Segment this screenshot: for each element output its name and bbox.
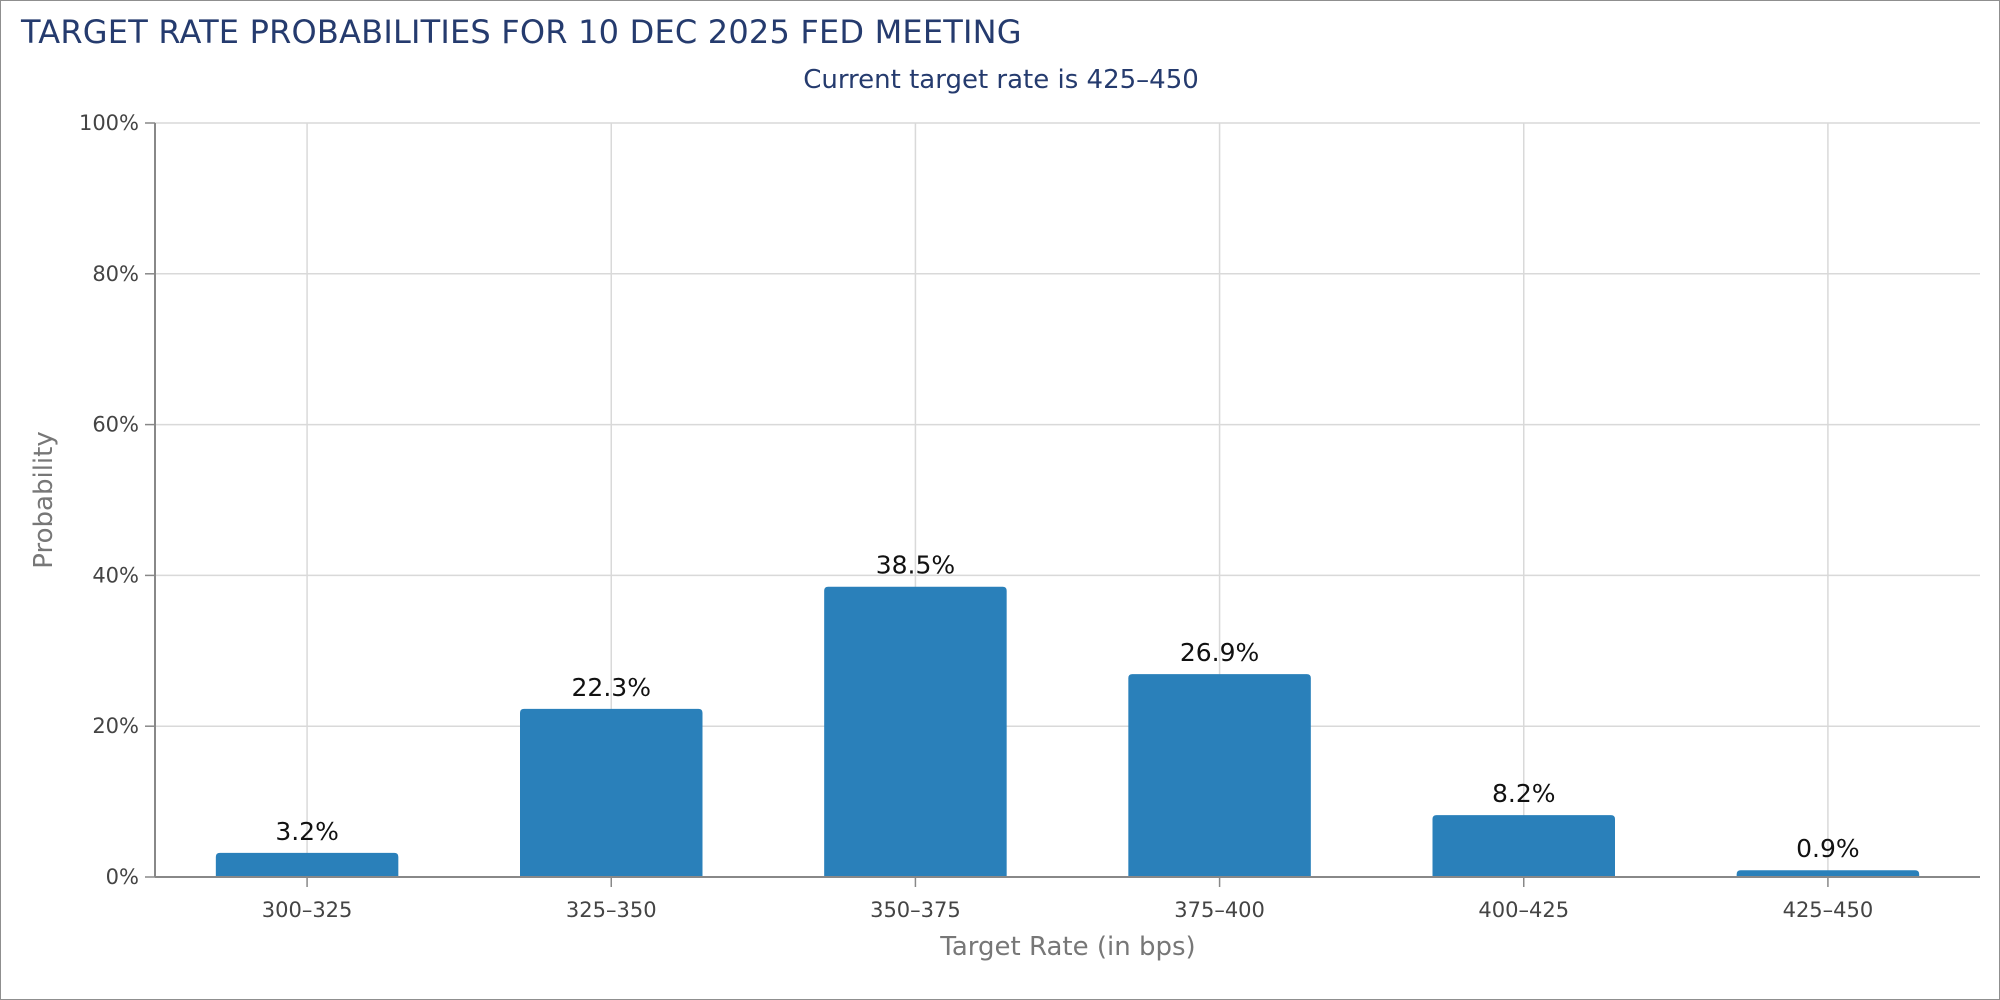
bar-325–350[interactable] [520,708,703,877]
y-axis-title: Probability [29,431,59,568]
bar-value-label: 0.9% [1796,834,1860,863]
y-tick-label: 0% [106,865,139,889]
bar-400–425[interactable] [1432,815,1616,877]
chart-title: TARGET RATE PROBABILITIES FOR 10 DEC 202… [21,13,1022,51]
x-tick-label: 425–450 [1783,898,1874,922]
y-tick-label: 20% [92,714,139,738]
x-tick-label: 325–350 [566,898,657,922]
bar-350–375[interactable] [824,586,1007,877]
bars [215,586,1920,877]
bar-value-label: 26.9% [1180,638,1259,667]
bar-value-label: 22.3% [572,673,651,702]
grid-lines [155,122,1980,878]
chart-subtitle: Current target rate is 425–450 [803,65,1199,95]
bar-375–400[interactable] [1128,674,1311,877]
x-tick-label: 375–400 [1174,898,1265,922]
bar-value-label: 8.2% [1492,779,1556,808]
bar-value-label: 38.5% [876,551,955,580]
bar-425–450[interactable] [1736,870,1920,877]
y-tick-label: 80% [92,262,139,286]
x-tick-label: 300–325 [262,898,353,922]
x-tick-label: 350–375 [870,898,961,922]
x-tick-label: 400–425 [1478,898,1569,922]
y-tick-label: 100% [79,111,139,135]
y-tick-label: 40% [92,563,139,587]
labels: 0% 20% 40% 60% 80% 100% 3.2% 300–325 22.3% 325–35… [79,111,1873,922]
bar-value-label: 3.2% [275,817,339,846]
x-axis-title: Target Rate (in bps) [939,932,1195,962]
bar-300–325[interactable] [215,852,399,877]
axes [145,122,1980,887]
y-tick-label: 60% [92,413,139,437]
